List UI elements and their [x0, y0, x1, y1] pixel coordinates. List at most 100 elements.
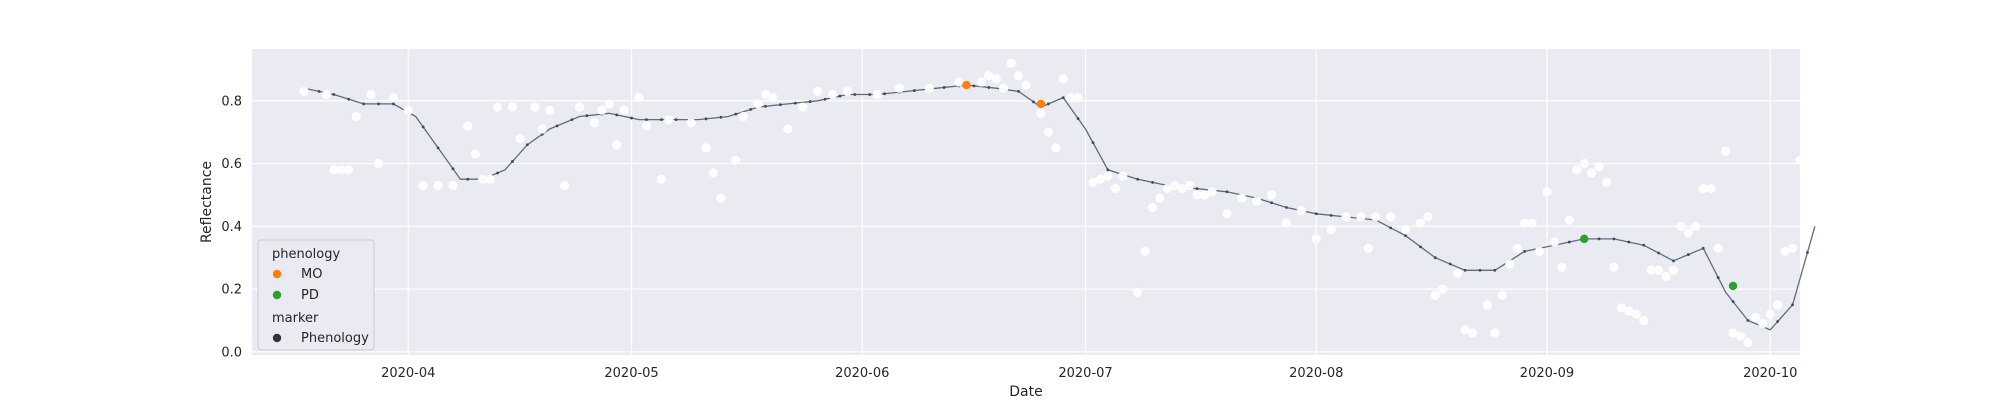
- observation-point: [1371, 212, 1381, 222]
- observation-point: [366, 89, 376, 100]
- observation-point: [537, 124, 547, 134]
- smoothed-marker: [1657, 251, 1660, 255]
- x-tick-label: 2020-10: [1743, 366, 1797, 381]
- observation-point: [1720, 146, 1731, 156]
- observation-point: [827, 89, 838, 100]
- observation-point: [1713, 243, 1723, 253]
- smoothed-line: [303, 84, 1816, 331]
- observation-point: [1356, 212, 1366, 222]
- observation-point: [373, 158, 384, 169]
- phenology-point-mo: [962, 80, 971, 90]
- observation-point: [641, 121, 652, 131]
- smoothed-marker: [585, 114, 589, 118]
- x-tick-label: 2020-08: [1289, 366, 1343, 381]
- observation-point: [991, 74, 1001, 84]
- smoothed-marker: [838, 94, 842, 98]
- observation-point: [1036, 108, 1046, 118]
- observation-point: [388, 93, 399, 103]
- smoothed-marker: [1314, 212, 1318, 216]
- observation-point: [1103, 171, 1113, 181]
- smoothed-marker: [1225, 190, 1229, 194]
- observation-point: [559, 180, 570, 191]
- observation-point: [701, 143, 711, 153]
- y-tick-label: 0.4: [221, 220, 242, 235]
- observation-point: [1453, 268, 1463, 278]
- y-axis-label: Reflectance: [199, 161, 215, 243]
- smoothed-marker: [853, 93, 857, 96]
- x-tick-label: 2020-09: [1520, 366, 1574, 381]
- observation-point: [1170, 180, 1180, 191]
- smoothed-marker: [1032, 100, 1035, 104]
- observation-point: [1639, 315, 1649, 326]
- smoothed-marker: [972, 84, 976, 88]
- observation-point: [1728, 328, 1738, 338]
- observation-point: [1006, 58, 1016, 68]
- smoothed-marker: [362, 102, 366, 106]
- observation-point: [1631, 309, 1641, 319]
- observation-point: [485, 174, 495, 184]
- smoothed-marker: [1672, 259, 1675, 263]
- smoothed-marker: [1478, 268, 1482, 272]
- observation-point: [1066, 93, 1076, 103]
- smoothed-marker: [1791, 303, 1794, 307]
- smoothed-marker: [704, 117, 708, 121]
- observation-point: [954, 77, 964, 87]
- observation-point: [1520, 218, 1530, 228]
- observation-point: [604, 99, 614, 109]
- observation-point: [1147, 202, 1158, 213]
- observation-point: [299, 86, 309, 96]
- observation-point: [1095, 174, 1106, 184]
- observation-point: [1750, 312, 1760, 322]
- observation-point: [1557, 262, 1567, 272]
- x-tick-label: 2020-04: [381, 366, 435, 381]
- smoothed-marker: [525, 143, 529, 147]
- smoothed-marker: [377, 102, 380, 106]
- observation-point: [1773, 300, 1783, 310]
- legend-marker-phenology: [272, 333, 282, 343]
- legend-label-phenology: Phenology: [301, 331, 369, 346]
- observation-point: [1668, 265, 1679, 275]
- smoothed-marker: [1627, 240, 1631, 244]
- smoothed-marker: [1151, 180, 1154, 184]
- smoothed-marker: [868, 93, 872, 96]
- observation-point: [1534, 246, 1545, 257]
- observation-point: [612, 140, 622, 150]
- smoothed-marker: [1195, 187, 1199, 191]
- smoothed-marker: [1806, 251, 1809, 254]
- smoothed-marker: [1270, 201, 1273, 205]
- observation-point: [1400, 224, 1411, 235]
- observation-point: [1683, 228, 1693, 238]
- smoothed-marker: [1404, 234, 1407, 238]
- y-tick-label: 0.0: [221, 345, 242, 360]
- observation-point: [1497, 290, 1507, 300]
- y-tick-label: 0.6: [221, 157, 242, 172]
- observation-point: [924, 83, 934, 93]
- smoothed-marker: [317, 89, 321, 93]
- observation-point: [842, 86, 852, 96]
- observation-point: [403, 105, 413, 115]
- smoothed-marker: [793, 101, 797, 105]
- observation-point: [1735, 331, 1746, 341]
- observation-point: [1073, 93, 1083, 103]
- observation-point: [872, 89, 882, 100]
- observation-point: [1430, 290, 1440, 300]
- observation-point: [1676, 221, 1686, 231]
- observation-point: [1185, 180, 1195, 191]
- phenology-point-pd: [1579, 234, 1589, 244]
- observation-point: [1609, 262, 1619, 272]
- smoothed-marker: [1642, 243, 1646, 247]
- legend-frame: [257, 239, 375, 351]
- observation-point: [716, 193, 726, 203]
- observation-point: [418, 180, 428, 191]
- smoothed-marker: [466, 177, 470, 181]
- smoothed-marker: [749, 108, 753, 111]
- observation-point: [515, 133, 525, 144]
- smoothed-marker: [734, 112, 738, 116]
- observation-point: [1058, 74, 1068, 84]
- smoothed-marker: [1329, 213, 1333, 217]
- legend-label-pd: PD: [301, 288, 319, 303]
- observation-point: [329, 165, 339, 175]
- observation-point: [686, 118, 696, 128]
- observation-point: [1482, 300, 1493, 310]
- observation-point: [470, 149, 480, 159]
